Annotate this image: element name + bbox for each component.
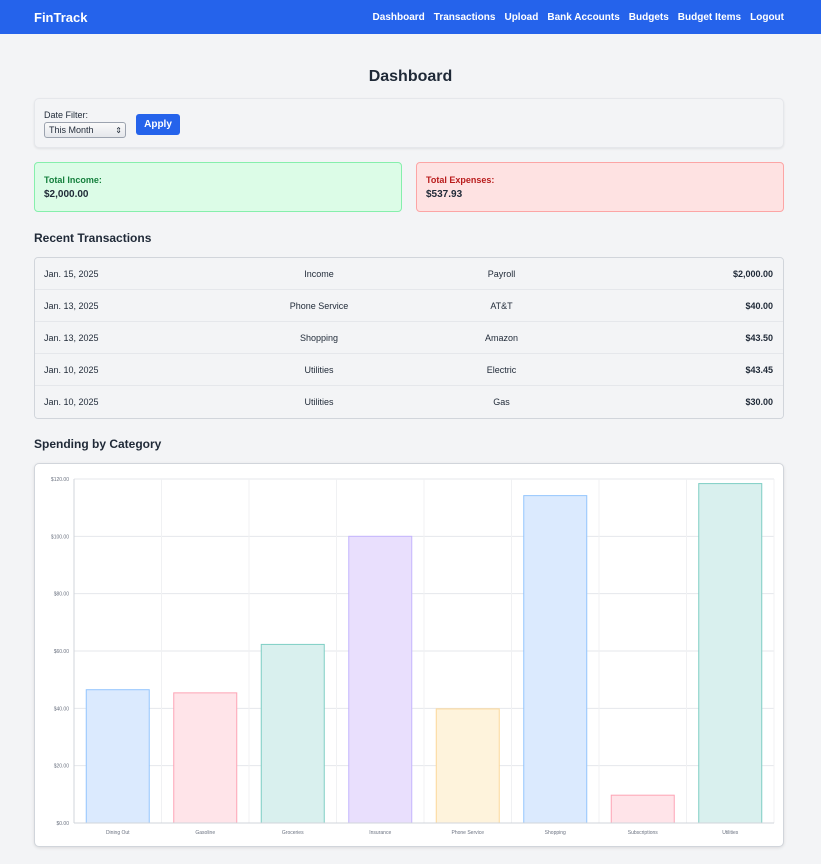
nav-budgets[interactable]: Budgets: [628, 11, 669, 23]
tx-category: Utilities: [304, 364, 334, 375]
total-expenses-label: Total Expenses:: [426, 175, 495, 185]
x-tick-label: Dining Out: [106, 830, 130, 836]
bar: [173, 692, 238, 824]
table-row[interactable]: Jan. 13, 2025 Shopping Amazon $43.50: [35, 322, 783, 354]
tx-description: Amazon: [484, 332, 519, 343]
tx-category: Utilities: [304, 397, 334, 407]
tx-amount: $2,000.00: [732, 268, 773, 279]
total-expenses-card: Total Expenses: $537.93: [416, 162, 784, 212]
total-income-label: Total Income:: [44, 175, 102, 185]
brand-logo[interactable]: FinTrack: [34, 9, 88, 25]
x-tick-label: Utilities: [722, 830, 739, 836]
date-filter-value: This Month: [49, 125, 94, 135]
bar: [435, 708, 500, 824]
table-row[interactable]: Jan. 10, 2025 Utilities Electric $43.45: [35, 354, 783, 386]
y-tick-label: $60.00: [54, 649, 70, 655]
x-tick-label: Groceries: [282, 830, 304, 836]
page-title: Dashboard: [368, 68, 453, 85]
total-expenses-value: $537.93: [426, 189, 463, 200]
table-row[interactable]: Jan. 10, 2025 Utilities Gas $30.00: [35, 386, 783, 418]
nav-transactions[interactable]: Transactions: [433, 11, 496, 23]
tx-description: AT&T: [490, 300, 513, 311]
y-tick-label: $20.00: [54, 764, 70, 770]
x-tick-label: Shopping: [545, 830, 566, 836]
top-navbar: FinTrack Dashboard Transactions Upload B…: [0, 0, 821, 34]
select-arrows-icon: ⇕: [115, 126, 122, 135]
tx-amount: $40.00: [745, 300, 773, 311]
tx-category: Phone Service: [289, 300, 349, 311]
tx-description: Electric: [486, 364, 517, 375]
tx-description: Payroll: [487, 268, 516, 279]
y-tick-label: $100.00: [51, 534, 69, 540]
tx-date: Jan. 10, 2025: [44, 364, 99, 375]
tx-amount: $43.45: [745, 364, 773, 375]
bar: [610, 794, 675, 824]
bar: [523, 495, 588, 824]
nav-logout[interactable]: Logout: [750, 11, 784, 23]
x-tick-label: Phone Service: [451, 830, 484, 836]
tx-date: Jan. 13, 2025: [44, 332, 99, 343]
x-tick-label: Subscriptions: [628, 830, 659, 836]
tx-amount: $30.00: [745, 397, 773, 407]
y-tick-label: $80.00: [54, 592, 70, 598]
y-tick-label: $0.00: [56, 821, 69, 827]
y-tick-label: $120.00: [51, 477, 69, 483]
date-filter-select[interactable]: This Month ⇕: [44, 122, 126, 138]
bar: [85, 689, 150, 824]
tx-amount: $43.50: [745, 332, 773, 343]
table-row[interactable]: Jan. 15, 2025 Income Payroll $2,000.00: [35, 258, 783, 290]
x-tick-label: Gasoline: [195, 830, 215, 836]
tx-date: Jan. 13, 2025: [44, 300, 99, 311]
bar: [260, 643, 325, 824]
total-income-value: $2,000.00: [44, 189, 89, 200]
recent-transactions-table: Jan. 15, 2025 Income Payroll $2,000.00 J…: [34, 257, 784, 419]
tx-date: Jan. 15, 2025: [44, 268, 99, 279]
spending-by-category-title: Spending by Category: [34, 437, 162, 451]
nav-links: Dashboard Transactions Upload Bank Accou…: [373, 12, 784, 23]
nav-budget-items[interactable]: Budget Items: [677, 11, 742, 23]
tx-date: Jan. 10, 2025: [44, 397, 99, 407]
apply-button[interactable]: Apply: [136, 114, 180, 135]
date-filter-card: Date Filter: This Month ⇕ Apply: [34, 98, 784, 148]
tx-category: Income: [304, 268, 334, 279]
nav-upload[interactable]: Upload: [504, 11, 539, 23]
tx-description: Gas: [493, 397, 510, 407]
bar: [698, 483, 763, 824]
spending-chart-card: $0.00 $20.00 $40.00 $60.00 $80.00 $100.00 $120…: [34, 463, 784, 847]
x-tick-label: Insurance: [369, 830, 391, 836]
nav-dashboard[interactable]: Dashboard: [372, 11, 425, 23]
y-tick-label: $40.00: [54, 706, 70, 712]
recent-transactions-title: Recent Transactions: [34, 231, 152, 245]
bar: [348, 535, 413, 824]
total-income-card: Total Income: $2,000.00: [34, 162, 402, 212]
spending-bar-chart: $0.00 $20.00 $40.00 $60.00 $80.00 $100.00 $120…: [51, 477, 775, 836]
nav-bank-accounts[interactable]: Bank Accounts: [547, 11, 620, 23]
table-row[interactable]: Jan. 13, 2025 Phone Service AT&T $40.00: [35, 290, 783, 322]
date-filter-label: Date Filter:: [44, 110, 89, 120]
tx-category: Shopping: [299, 332, 339, 343]
